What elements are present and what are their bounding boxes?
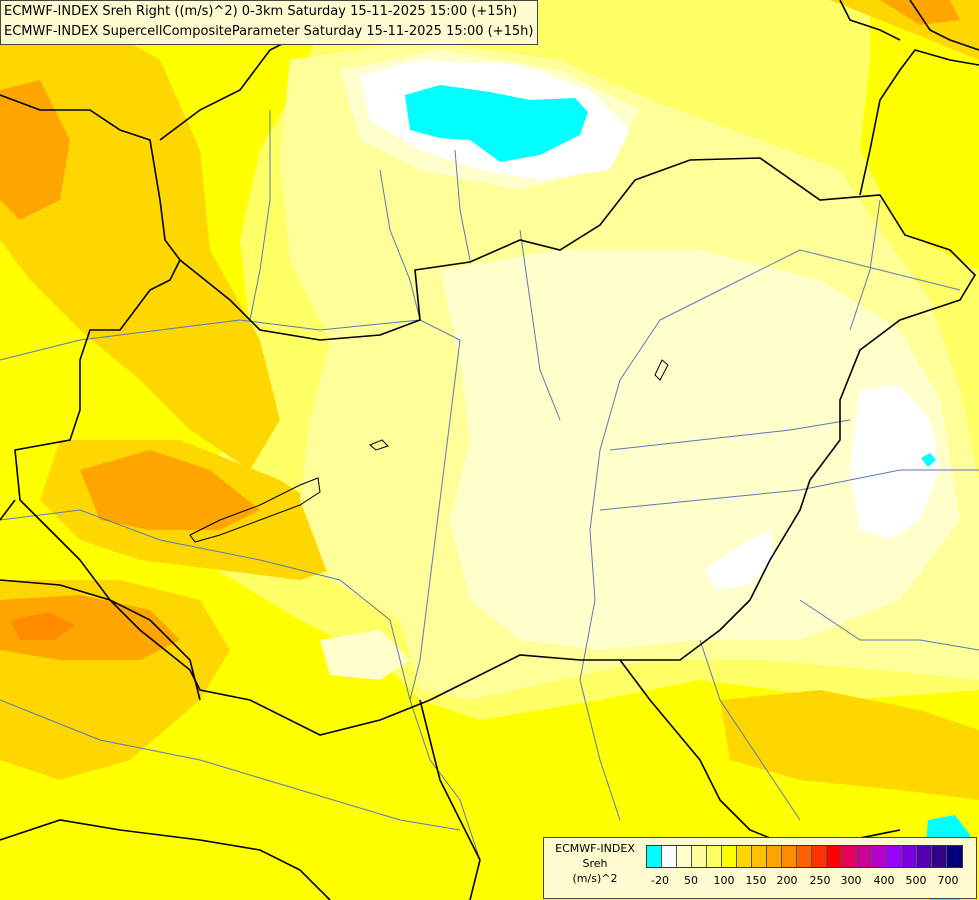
legend-swatch: [677, 846, 692, 867]
sreh-field-red-orange-max: [10, 612, 75, 640]
legend-swatch: [752, 846, 767, 867]
river-mures: [599, 469, 979, 511]
border-bosnia: [0, 819, 331, 900]
sreh-field-white-east: [850, 385, 940, 540]
river-sava: [0, 699, 461, 831]
legend-tick-label: 400: [873, 874, 895, 887]
legend-swatch: [722, 846, 737, 867]
legend-tick-label: 150: [745, 874, 767, 887]
map-title-line1: ECMWF-INDEX Sreh Right ((m/s)^2) 0-3km S…: [4, 4, 518, 19]
border-ne-corner: [839, 0, 901, 41]
legend-swatch: [872, 846, 887, 867]
river-east-tributary: [849, 199, 881, 331]
legend-swatch: [737, 846, 752, 867]
color-legend: ECMWF-INDEX Sreh (m/s)^2 -20 50 100 150 200 2…: [543, 837, 977, 899]
river-southeast-branch: [799, 599, 979, 651]
legend-swatch: [932, 846, 947, 867]
sreh-field-white-southeast: [705, 530, 775, 590]
legend-swatches: [646, 845, 963, 868]
river-north-tributary: [519, 229, 561, 421]
sreh-field-cyan-north: [405, 85, 588, 162]
border-hungary: [14, 157, 977, 736]
river-koros: [609, 419, 851, 451]
legend-swatch: [842, 846, 857, 867]
sreh-field-orange-far-southwest: [0, 595, 180, 660]
legend-tick-label: 50: [684, 874, 698, 887]
legend-tick-label: 500: [905, 874, 927, 887]
legend-swatch: [887, 846, 902, 867]
map-title-box: ECMWF-INDEX Sreh Right ((m/s)^2) 0-3km S…: [0, 0, 539, 45]
sreh-field-cyan-east-dot: [921, 453, 936, 467]
river-hron: [454, 149, 471, 261]
legend-tick-label: 300: [840, 874, 862, 887]
legend-tick-label: 700: [937, 874, 959, 887]
legend-swatch: [692, 846, 707, 867]
river-vah: [379, 169, 421, 321]
legend-swatch: [902, 846, 917, 867]
legend-swatch: [647, 846, 662, 867]
river-drava: [0, 509, 411, 701]
sreh-field-gold-southeast: [720, 690, 979, 800]
map-title-line2: ECMWF-INDEX SupercellCompositeParameter …: [4, 24, 534, 39]
lake-balaton: [189, 477, 321, 543]
sreh-field-orange-northeast: [880, 0, 960, 25]
legend-swatch: [917, 846, 932, 867]
legend-title-model: ECMWF-INDEX: [555, 842, 635, 855]
legend-title-variable: Sreh: [582, 857, 608, 870]
legend-tick-label: 200: [776, 874, 798, 887]
river-network: [0, 110, 979, 900]
sreh-field-bright-yellow-east: [860, 0, 979, 270]
legend-swatch: [782, 846, 797, 867]
border-ukraine-romania: [859, 49, 979, 196]
sreh-field-pale-yellow-center: [440, 250, 960, 650]
river-morava: [249, 110, 271, 321]
lake-velence: [369, 439, 389, 451]
legend-tick-label: 250: [809, 874, 831, 887]
legend-title-units: (m/s)^2: [572, 872, 618, 885]
lakes: [189, 359, 669, 543]
river-danube: [0, 319, 481, 900]
legend-tick-label: -20: [651, 874, 669, 887]
border-slovenia-croatia: [0, 499, 16, 521]
river-tisza: [579, 249, 961, 821]
river-south-tributary: [699, 639, 801, 821]
sreh-field-orange-southwest: [80, 450, 260, 530]
legend-swatch: [662, 846, 677, 867]
legend-swatch: [812, 846, 827, 867]
sreh-field-gold-west: [0, 20, 280, 470]
border-croatia-serbia: [0, 579, 201, 701]
border-poland-ukraine: [909, 0, 979, 51]
legend-swatch: [857, 846, 872, 867]
legend-title: ECMWF-INDEX Sreh (m/s)^2: [544, 841, 646, 886]
sreh-field-pale-yellow-west-patch: [320, 630, 410, 680]
legend-swatch: [767, 846, 782, 867]
lake-east-small: [654, 359, 669, 381]
legend-swatch: [707, 846, 722, 867]
border-serbia-south: [419, 699, 481, 900]
legend-swatch: [827, 846, 842, 867]
sreh-field-orange-west: [0, 80, 70, 220]
legend-swatch: [947, 846, 962, 867]
legend-swatch: [797, 846, 812, 867]
legend-tick-label: 100: [713, 874, 735, 887]
border-slovakia-czech: [0, 94, 181, 261]
legend-ticks: -20 50 100 150 200 250 300 400 500 700: [646, 874, 976, 890]
